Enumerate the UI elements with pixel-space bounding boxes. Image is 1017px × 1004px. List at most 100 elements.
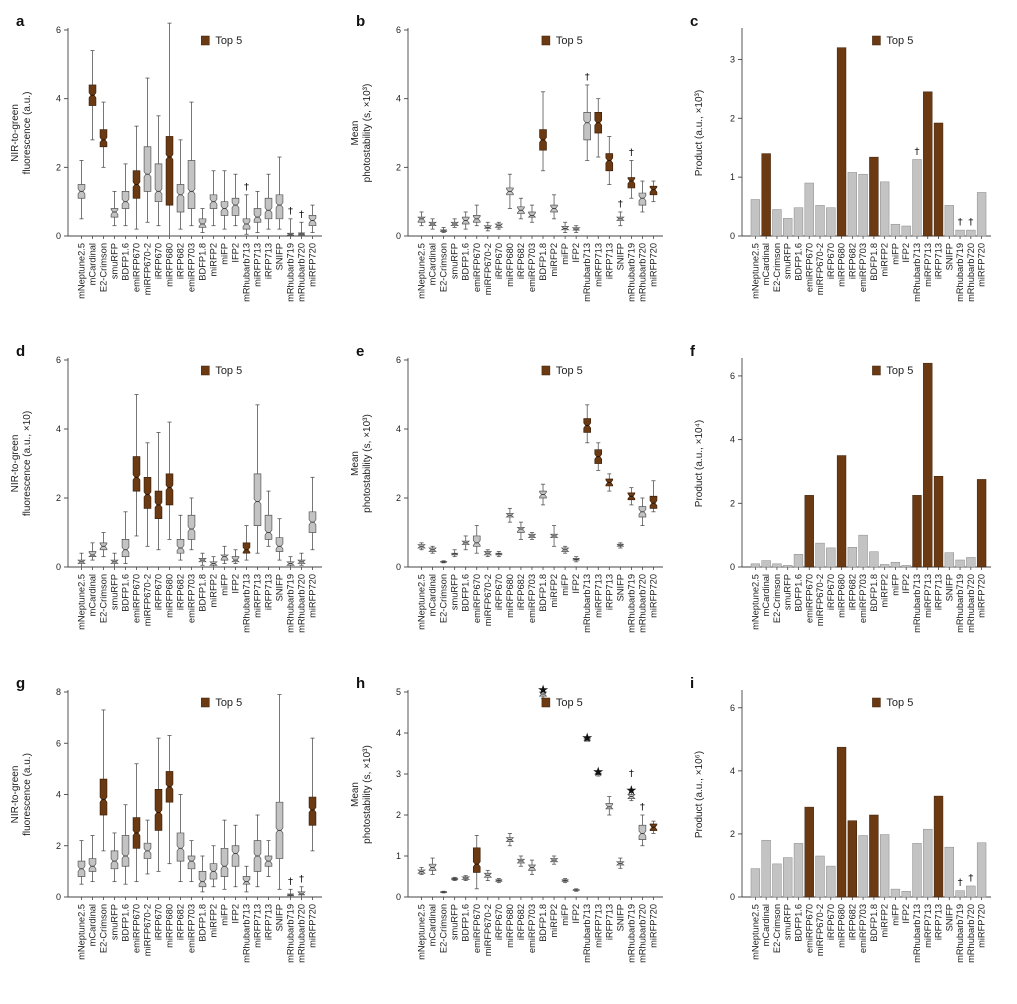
x-category-label: miRFP720 bbox=[308, 243, 318, 287]
box-body bbox=[527, 211, 537, 218]
dagger-marker: † bbox=[585, 72, 590, 83]
box-body bbox=[88, 551, 97, 558]
dagger-marker: † bbox=[288, 206, 293, 217]
x-category-label: smuRFP bbox=[110, 904, 120, 940]
box-plot bbox=[483, 549, 493, 558]
bar bbox=[890, 888, 901, 898]
x-category-label: SNIFP bbox=[944, 904, 954, 931]
bar bbox=[750, 563, 761, 568]
bar bbox=[879, 181, 890, 237]
x-category-label: mRhubarb713 bbox=[242, 243, 252, 302]
panel-letter-a: a bbox=[16, 13, 25, 30]
box-plot bbox=[264, 173, 273, 230]
x-category-label: mRhubarb719 bbox=[626, 904, 636, 963]
legend-swatch bbox=[541, 697, 551, 708]
x-category-label: iRFP682 bbox=[176, 904, 186, 940]
x-category-label: emiRFP703 bbox=[527, 243, 537, 292]
x-category-label: mNeptune2.5 bbox=[750, 904, 760, 960]
x-category-label: iRFP682 bbox=[847, 243, 857, 279]
bar bbox=[944, 846, 954, 898]
x-category-label: mNeptune2.5 bbox=[77, 904, 87, 960]
x-category-label: BDFP1.8 bbox=[198, 574, 208, 612]
x-category-label: emiRFP670 bbox=[132, 243, 142, 292]
x-category-label: SNIFP bbox=[615, 243, 625, 270]
bar bbox=[858, 173, 868, 237]
box-plot bbox=[483, 869, 493, 881]
box-plot bbox=[220, 170, 229, 230]
x-category-label: miFP bbox=[560, 904, 570, 926]
box-body bbox=[472, 535, 481, 547]
box-plot bbox=[451, 549, 459, 558]
y-tick-label: 0 bbox=[56, 892, 61, 902]
y-axis-title: photostability (s, ×10³) bbox=[362, 84, 373, 183]
box-plot bbox=[527, 204, 537, 223]
y-tick-label: 2 bbox=[56, 841, 61, 851]
x-category-label: BDFP1.8 bbox=[198, 904, 208, 942]
y-axis-title: NIR-to-green bbox=[10, 435, 21, 493]
x-category-label: BDFP1.6 bbox=[793, 243, 803, 281]
x-category-label: mRhubarb719 bbox=[286, 904, 296, 963]
box-plot bbox=[428, 857, 437, 875]
x-category-label: mCardinal bbox=[761, 574, 771, 616]
box-plot bbox=[549, 855, 559, 865]
y-axis-title: Mean bbox=[350, 451, 361, 476]
star-marker: ★ bbox=[581, 731, 593, 746]
box-plot bbox=[627, 790, 636, 802]
box-plot bbox=[572, 888, 580, 892]
dagger-marker: † bbox=[968, 873, 973, 884]
box-plot bbox=[616, 211, 625, 227]
x-category-label: emiRFP670 bbox=[472, 904, 482, 953]
x-category-label: smuRFP bbox=[110, 243, 120, 279]
panel-i: i 0 2 4 6 Product (a.u., ×10⁶) mNeptune2.5 mCar… bbox=[690, 675, 991, 963]
x-category-label: mRhubarb719 bbox=[626, 574, 636, 633]
dagger-marker: † bbox=[244, 182, 249, 193]
box-plot bbox=[143, 77, 152, 223]
box-plot bbox=[176, 139, 185, 230]
bar bbox=[923, 362, 933, 568]
x-category-label: E2-Crimson bbox=[439, 243, 449, 292]
bar bbox=[804, 806, 814, 898]
x-category-label: emiRFP703 bbox=[187, 243, 197, 292]
x-category-label: miRFP720 bbox=[977, 904, 987, 948]
legend-label: Top 5 bbox=[886, 697, 913, 709]
x-category-label: E2-Crimson bbox=[772, 904, 782, 953]
x-category-label: mRhubarb719 bbox=[955, 243, 965, 302]
box-plot bbox=[275, 156, 284, 230]
x-category-label: BDFP1.8 bbox=[538, 574, 548, 612]
box-body bbox=[220, 554, 229, 561]
y-tick-label: 1 bbox=[730, 172, 735, 182]
y-axis-title: fluorescence (a.u., ×10) bbox=[22, 411, 33, 516]
x-category-label: miRFP720 bbox=[977, 243, 987, 287]
box-plot bbox=[308, 204, 317, 233]
x-category-label: miRFP680 bbox=[165, 904, 175, 948]
x-category-label: BDFP1.8 bbox=[869, 574, 879, 612]
x-category-label: IFP2 bbox=[571, 904, 581, 924]
box-plot bbox=[99, 532, 108, 558]
x-category-label: SNIFP bbox=[615, 904, 625, 931]
bar bbox=[955, 559, 965, 568]
x-category-label: miFP bbox=[890, 904, 900, 926]
x-category-label: miRFP713 bbox=[253, 243, 263, 287]
box-plot bbox=[143, 819, 152, 875]
box-plot bbox=[121, 163, 130, 227]
y-tick-label: 6 bbox=[396, 355, 401, 365]
box-plot bbox=[253, 404, 262, 554]
bar bbox=[836, 47, 847, 237]
box-plot bbox=[286, 556, 295, 568]
x-category-label: mNeptune2.5 bbox=[77, 243, 87, 299]
box-plot bbox=[275, 694, 284, 890]
x-category-label: mRhubarb713 bbox=[912, 904, 922, 963]
x-category-label: SNIFP bbox=[944, 574, 954, 601]
legend-swatch bbox=[541, 365, 551, 376]
x-category-label: E2-Crimson bbox=[439, 574, 449, 623]
bar bbox=[890, 223, 901, 237]
x-category-label: emiRFP670 bbox=[132, 574, 142, 623]
bar bbox=[901, 225, 911, 237]
box-body bbox=[154, 163, 163, 203]
bar bbox=[750, 199, 761, 237]
x-category-label: E2-Crimson bbox=[772, 574, 782, 623]
box-plot bbox=[440, 560, 448, 564]
x-category-label: miRFP670-2 bbox=[143, 574, 153, 626]
x-category-label: BDFP1.6 bbox=[461, 904, 471, 942]
box-plot bbox=[77, 552, 86, 568]
